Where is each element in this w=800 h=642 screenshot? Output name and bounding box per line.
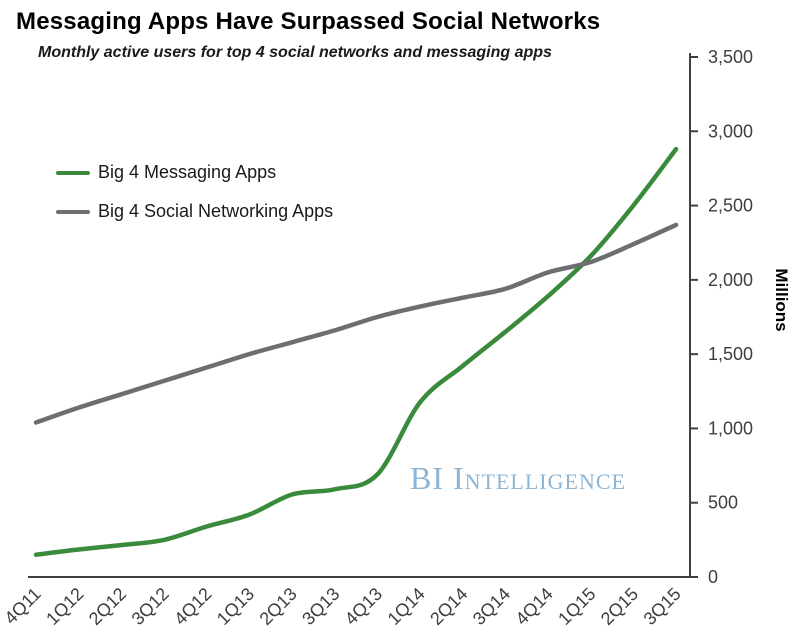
y-tick-label: 3,500 [708, 47, 753, 67]
x-tick-label: 1Q13 [213, 584, 258, 629]
x-tick-label: 2Q15 [597, 584, 642, 629]
chart-title: Messaging Apps Have Surpassed Social Net… [16, 8, 601, 35]
y-tick-label: 3,000 [708, 121, 753, 141]
legend-swatch-messaging-line [56, 170, 90, 175]
x-tick-label: 3Q12 [128, 584, 173, 629]
x-tick-label: 1Q15 [554, 584, 599, 629]
x-tick-label: 3Q13 [298, 584, 343, 629]
watermark: BI Intelligence [410, 460, 626, 496]
series-line-social [33, 222, 679, 425]
x-tick-label: 2Q14 [426, 584, 471, 629]
legend-item-messaging: Big 4 Messaging Apps [56, 162, 333, 183]
legend-swatch-social-line [56, 209, 90, 214]
x-tick-label: 2Q12 [85, 584, 130, 629]
x-tick-label: 3Q14 [469, 584, 514, 629]
x-tick-label: 4Q13 [341, 584, 386, 629]
x-tick-label: 1Q12 [42, 584, 87, 629]
y-tick-label: 2,500 [708, 196, 753, 216]
legend-label-messaging: Big 4 Messaging Apps [98, 162, 277, 182]
y-tick-label: 1,000 [708, 418, 753, 438]
x-tick-label: 3Q15 [640, 584, 685, 629]
y-tick-label: 1,500 [708, 344, 753, 364]
y-tick-label: 2,000 [708, 270, 753, 290]
y-tick-label: 0 [708, 567, 718, 587]
x-tick-label: 4Q11 [0, 584, 44, 628]
legend: Big 4 Messaging Apps Big 4 Social Networ… [56, 162, 333, 240]
x-tick-label: 1Q14 [384, 584, 429, 629]
y-tick-label: 500 [708, 493, 738, 513]
series-line-messaging [33, 146, 679, 557]
y-axis-title: Millions [772, 268, 791, 332]
x-tick-label: 2Q13 [256, 584, 301, 629]
legend-label-social: Big 4 Social Networking Apps [98, 201, 334, 221]
x-tick-label: 4Q12 [170, 584, 215, 629]
legend-item-social: Big 4 Social Networking Apps [56, 201, 333, 222]
chart-subtitle: Monthly active users for top 4 social ne… [38, 44, 552, 61]
x-tick-label: 4Q14 [512, 584, 557, 629]
